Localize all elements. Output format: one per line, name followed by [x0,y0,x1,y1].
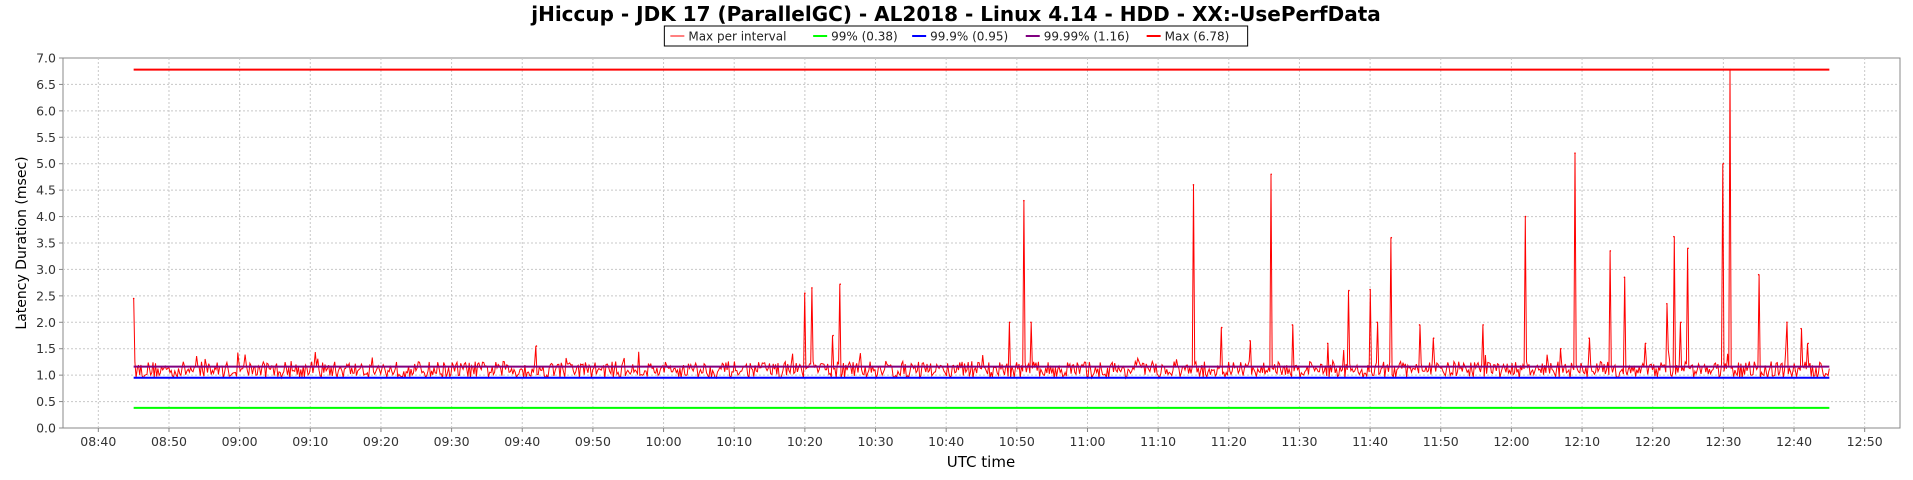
max-per-interval-spike-point [1192,184,1195,186]
y-tick-label: 6.0 [36,103,56,118]
max-per-interval-spike-point [132,297,135,300]
x-axis-label: UTC time [947,453,1015,471]
legend-box [663,25,1249,47]
x-tick-label: 12:40 [1776,434,1812,449]
max-per-interval-spike-point [1432,337,1435,339]
grid [63,58,1900,428]
y-tick-label: 6.5 [36,77,56,92]
y-tick-label: 1.0 [36,368,56,383]
max-per-interval-spike-point [1786,321,1788,324]
legend: Max per interval 99% (0.38) 99.9% (0.95) 99… [663,25,1249,47]
y-tick-label: 4.0 [36,209,56,224]
max-per-interval-spike-point [1687,247,1689,250]
max-per-interval-spike-point [804,292,806,295]
max-per-interval-spike-point [1390,236,1393,239]
x-tick-label: 09:20 [363,434,399,449]
max-per-interval-spike-point [832,334,834,337]
chart-title: jHiccup - JDK 17 (ParallelGC) - AL2018 -… [530,2,1381,26]
x-tick-label: 12:50 [1847,434,1883,449]
y-tick-label: 0.0 [36,421,56,436]
max-per-interval-spike-point [1680,321,1682,324]
y-tick-label: 7.0 [36,51,56,66]
max-per-interval-spike-point [1482,324,1484,326]
x-tick-label: 08:40 [80,434,116,449]
y-tick-label: 0.5 [36,394,56,409]
x-tick-label: 11:10 [1140,434,1176,449]
x-tick-label: 10:10 [716,434,752,449]
x-tick-label: 11:40 [1352,434,1388,449]
max-per-interval-spike-point [1220,326,1223,329]
max-per-interval-spike-point [1008,321,1011,324]
y-tick-label: 2.0 [36,315,56,330]
series-max-per-interval-line [133,69,1830,380]
x-tick-label: 11:30 [1281,434,1317,449]
y-tick-label: 4.5 [36,183,56,198]
max-per-interval-spike-point [1030,321,1032,324]
max-per-interval-spike-point [1800,327,1802,330]
y-tick-label: 5.0 [36,156,56,171]
max-per-interval-spike-point [1348,289,1350,292]
y-axis-label: Latency Duration (msec) [14,156,30,329]
x-tick-label: 10:20 [787,434,823,449]
max-per-interval-spike-point [1623,276,1626,279]
x-tick-label: 11:50 [1423,434,1459,449]
x-tick-label: 09:00 [222,434,258,449]
x-tick-label: 11:00 [1069,434,1105,449]
x-tick-label: 10:50 [999,434,1035,449]
max-per-interval-spike-point [1644,342,1647,345]
x-tick-label: 09:30 [434,434,470,449]
max-per-interval-spike-point [1673,235,1675,238]
max-per-interval-spike-point [1418,324,1421,326]
max-per-interval-spike-point [1722,162,1725,165]
max-per-interval-spike-point [1249,339,1251,342]
max-per-interval-spike-point [1369,288,1371,291]
x-tick-label: 12:30 [1705,434,1741,449]
x-tick-label: 10:00 [646,434,682,449]
legend-item-label: Max (6.78) [1165,30,1230,44]
max-per-interval-spike-point [1560,347,1562,350]
max-per-interval-spike-point [839,283,841,286]
x-tick-label: 09:10 [292,434,328,449]
series-layer [132,68,1830,409]
y-tick-label: 3.5 [36,236,56,251]
x-tick-label: 12:00 [1493,434,1529,449]
max-per-interval-spike-point [1807,342,1809,345]
max-per-interval-spike-point [1609,250,1612,252]
max-per-interval-spike-point [1574,152,1576,154]
x-tick-label: 12:10 [1564,434,1600,449]
x-tick-label: 10:30 [858,434,894,449]
y-tick-label: 5.5 [36,130,56,145]
max-per-interval-spike-point [1524,215,1527,218]
x-axis: 08:40 08:50 09:00 09:10 09:20 09:30 09:40 09:50… [80,428,1883,449]
max-per-interval-spike-point [1376,321,1378,324]
max-per-interval-spike-point [1757,273,1760,276]
max-per-interval-spike-point [1023,199,1025,202]
legend-item-label: 99% (0.38) [831,30,898,44]
max-per-interval-spike-point [811,287,813,289]
max-per-interval-spike-point [1666,302,1668,305]
max-per-interval-spike-point [1291,324,1294,326]
legend-item-label: 99.9% (0.95) [930,30,1008,44]
x-tick-label: 08:50 [151,434,187,449]
max-per-interval-spike-point [535,345,538,347]
y-tick-label: 2.5 [36,288,56,303]
max-per-interval-spike-point [1588,337,1590,339]
y-tick-label: 3.0 [36,262,56,277]
max-per-interval-spike-point [1270,173,1272,176]
legend-item-label: Max per interval [688,30,786,44]
x-tick-label: 09:40 [504,434,540,449]
x-tick-label: 09:50 [575,434,611,449]
x-tick-label: 11:20 [1211,434,1247,449]
x-tick-label: 10:40 [928,434,964,449]
legend-item-label: 99.99% (1.16) [1044,30,1130,44]
x-tick-label: 12:20 [1635,434,1671,449]
max-per-interval-spike-point [1326,342,1329,345]
y-tick-label: 1.5 [36,341,56,356]
y-axis: 0.0 0.5 1.0 1.5 2.0 2.5 3.0 3.5 4.0 4.5 5.0 5.5 6.0 6… [36,51,63,436]
